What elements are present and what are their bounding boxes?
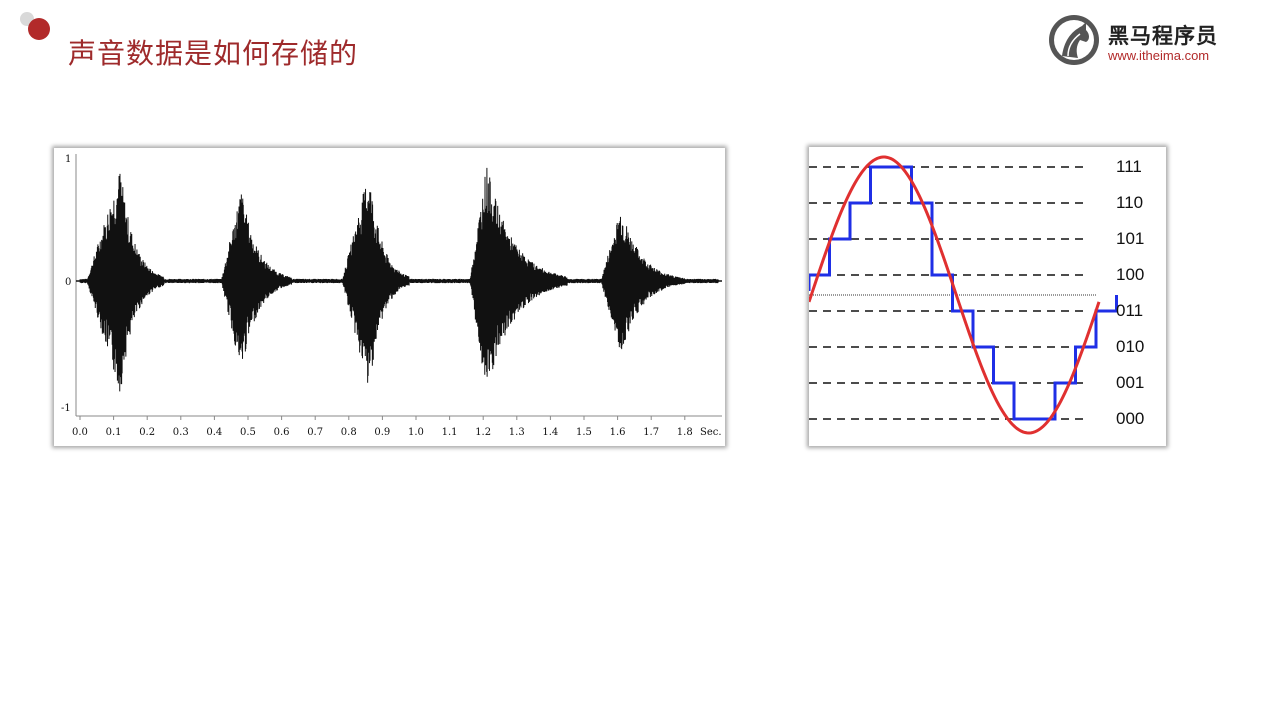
- brand-url: www.itheima.com: [1108, 48, 1210, 63]
- waveform-x-tick-label: 0.2: [139, 427, 155, 438]
- waveform-ytick-zero: 0: [65, 277, 71, 288]
- quantization-level-label: 111: [1116, 157, 1142, 176]
- quantization-diagram: 111 110 101 100 011 010 001 000: [807, 155, 1144, 435]
- waveform-x-tick-label: 0.3: [173, 427, 189, 438]
- waveform-x-tick-label: 1.0: [408, 427, 424, 438]
- waveform-x-tick-label: 1.1: [442, 427, 458, 438]
- waveform-x-tick-label: 1.4: [542, 427, 558, 438]
- waveform-x-tick-label: 0.8: [341, 427, 357, 438]
- waveform-figure: 1 0 -1 0.0 0.1 0.2 0.3 0.4 0.5 0.6 0.7 0.8 0.9 1.0…: [54, 148, 725, 446]
- waveform-x-tick-label: 0.1: [106, 427, 122, 438]
- brand-logo: 黑马程序员 www.itheima.com: [1046, 12, 1246, 68]
- quantization-level-label: 010: [1116, 337, 1144, 356]
- waveform-x-tick-label: 1.5: [576, 427, 592, 438]
- slide-title: 声音数据是如何存储的: [68, 37, 359, 70]
- waveform-x-tick-label: 0.0: [72, 427, 88, 438]
- waveform-x-tick-label: 1.2: [475, 427, 491, 438]
- waveform-x-unit: Sec.: [700, 427, 722, 438]
- waveform-x-tick-label: 0.5: [240, 427, 256, 438]
- waveform-x-tick-label: 0.4: [206, 427, 222, 438]
- waveform-signal: [79, 167, 719, 392]
- waveform-ytick-bottom: -1: [61, 403, 71, 414]
- waveform-x-ticks: 0.0 0.1 0.2 0.3 0.4 0.5 0.6 0.7 0.8 0.9 1.0 1.1 1.2 1…: [72, 416, 693, 438]
- quantization-level-label: 101: [1116, 229, 1144, 248]
- sine-signal: [807, 155, 1101, 435]
- waveform-x-tick-label: 1.8: [677, 427, 693, 438]
- waveform-ytick-top: 1: [65, 154, 71, 165]
- quantization-level-labels: 111 110 101 100 011 010 001 000: [1116, 157, 1144, 428]
- waveform-x-tick-label: 0.9: [374, 427, 390, 438]
- decor-dot-red: [28, 18, 50, 40]
- horse-head-icon: [1049, 15, 1099, 65]
- waveform-x-tick-label: 1.3: [509, 427, 525, 438]
- waveform-x-tick-label: 1.7: [643, 427, 659, 438]
- quantization-level-label: 011: [1116, 301, 1143, 320]
- quantization-level-label: 001: [1116, 373, 1144, 392]
- quantization-level-label: 000: [1116, 409, 1144, 428]
- waveform-x-tick-label: 0.6: [274, 427, 290, 438]
- quantization-level-label: 100: [1116, 265, 1144, 284]
- waveform-x-tick-label: 0.7: [307, 427, 323, 438]
- quantization-figure: 111 110 101 100 011 010 001 000: [807, 147, 1166, 446]
- quantization-level-label: 110: [1116, 193, 1143, 212]
- waveform-x-tick-label: 1.6: [610, 427, 626, 438]
- brand-name: 黑马程序员: [1108, 24, 1218, 48]
- waveform-chart: 1 0 -1 0.0 0.1 0.2 0.3 0.4 0.5 0.6 0.7 0.8 0.9 1.0…: [61, 154, 722, 438]
